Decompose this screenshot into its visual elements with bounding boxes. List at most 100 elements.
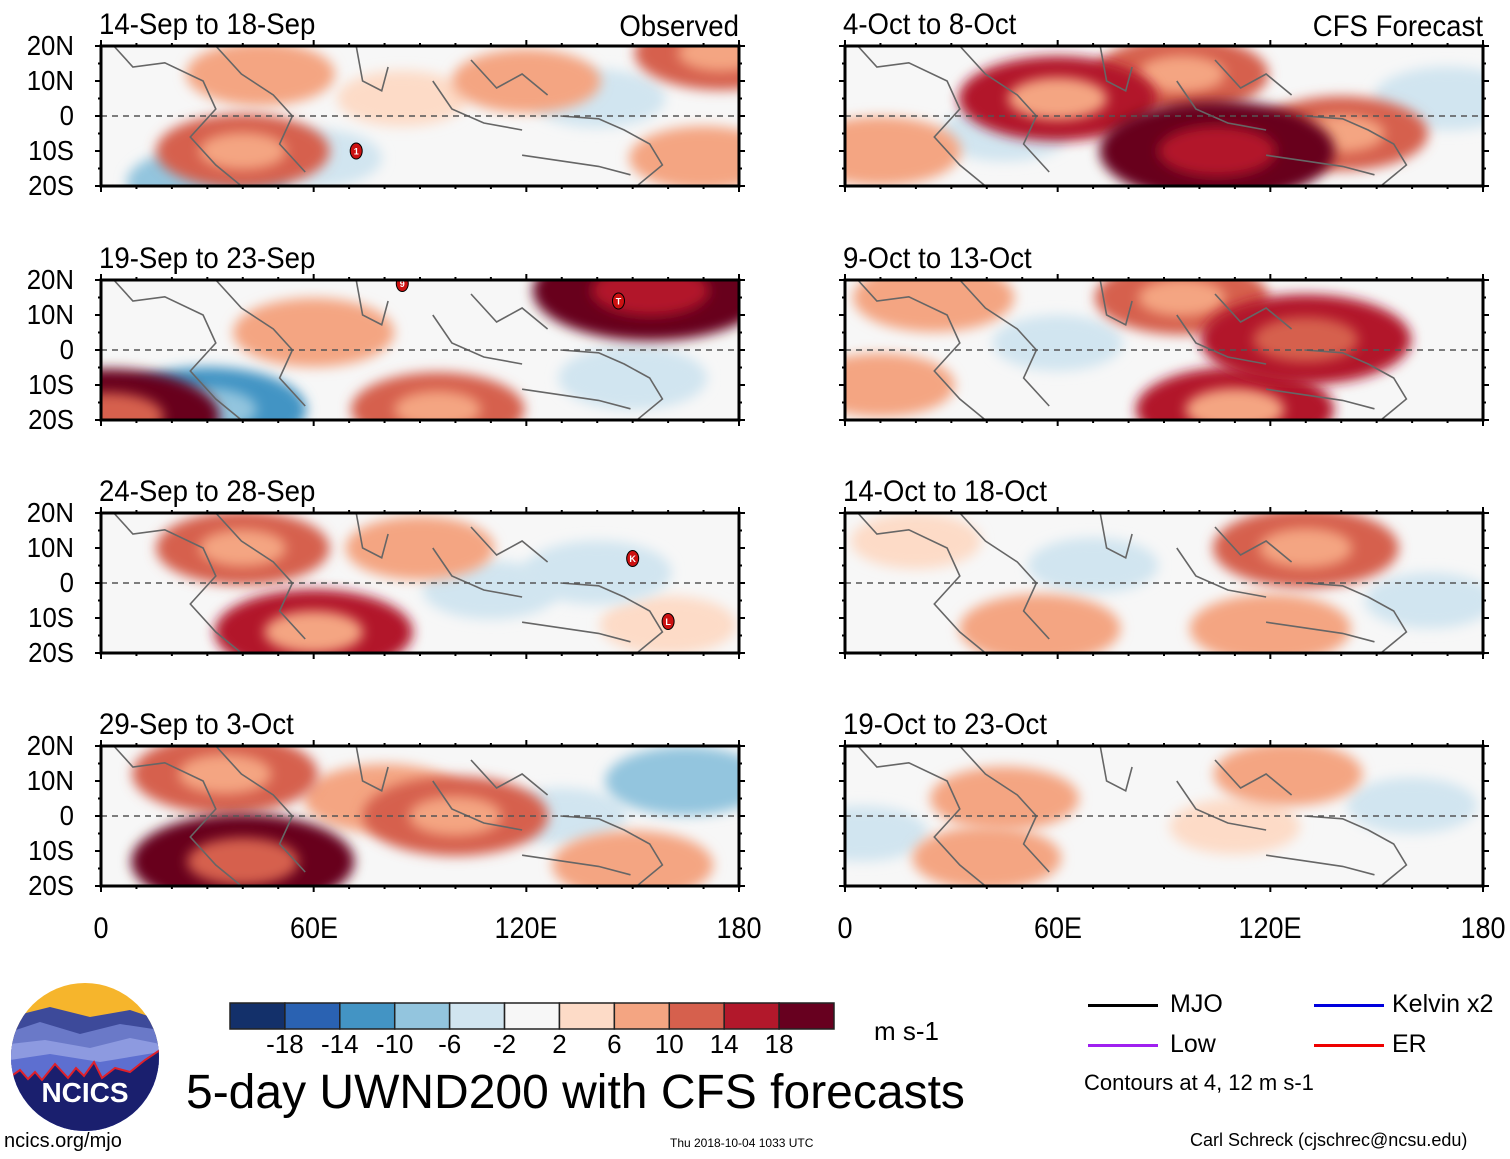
anomaly-region — [1213, 746, 1363, 806]
lat-tick-label: 20S — [28, 170, 74, 201]
coastline — [560, 115, 664, 186]
coastline — [1214, 759, 1293, 796]
anomaly-region — [1346, 777, 1478, 834]
colorbar-swatch — [613, 1002, 671, 1030]
storm-label: L — [665, 617, 671, 627]
coastline — [113, 513, 242, 653]
lat-tick-label: 20S — [28, 870, 74, 901]
anomaly-region — [345, 516, 495, 580]
anomaly-region — [992, 315, 1123, 371]
coastline — [355, 46, 389, 92]
coastline — [470, 759, 549, 796]
coastline — [1099, 46, 1133, 92]
colorbar-swatch — [448, 1002, 506, 1030]
panel-title: 19-Oct to 23-Oct — [843, 708, 1048, 741]
coastline — [521, 621, 631, 643]
anomaly-core — [677, 46, 739, 72]
lat-tick-label: 20N — [26, 30, 74, 61]
map-panel-fcst-2 — [839, 274, 1489, 426]
panel-title: 14-Sep to 18-Sep — [99, 8, 316, 41]
chart-title: 5-day UWND200 with CFS forecasts — [186, 1066, 965, 1119]
storm-label: K — [629, 554, 636, 564]
colorbar-tick-label: 10 — [654, 1029, 684, 1059]
map-panel-obs-3: KL — [95, 507, 745, 659]
anomaly-region — [337, 70, 468, 127]
coastline — [521, 388, 631, 410]
site-link[interactable]: ncics.org/mjo — [4, 1130, 122, 1152]
storm-label: 1 — [354, 147, 359, 157]
anomaly-core — [394, 390, 482, 420]
lat-tick-label: 10S — [28, 369, 74, 400]
coastline — [959, 46, 1050, 173]
colorbar-tick-label: -18 — [266, 1029, 304, 1059]
colorbar-tick-label: 6 — [607, 1029, 622, 1059]
lon-tick-label: 180 — [716, 912, 762, 945]
column-header: CFS Forecast — [1312, 10, 1483, 43]
lon-tick-label: 180 — [1460, 912, 1506, 945]
legend-line-er — [1314, 1044, 1384, 1047]
anomaly-region — [605, 746, 739, 816]
coastline — [1304, 582, 1408, 653]
coastline — [1214, 293, 1293, 330]
coastline — [355, 746, 389, 792]
anomaly-region — [930, 766, 1079, 831]
coastline — [1099, 746, 1133, 792]
anomaly-region — [845, 353, 955, 417]
coastline — [1214, 59, 1293, 96]
map-panel-obs-2: 9T — [95, 274, 745, 426]
anomaly-core — [1185, 388, 1285, 420]
colorbar-tick-label: -2 — [492, 1029, 517, 1059]
coastline — [1304, 815, 1408, 886]
lat-tick-label: 10N — [26, 65, 74, 96]
lat-tick-label: 20N — [26, 264, 74, 295]
coastline — [1099, 280, 1133, 326]
lat-tick-label: 10S — [28, 835, 74, 866]
coastline — [560, 815, 664, 886]
coastline — [215, 46, 306, 173]
anomaly-core — [1138, 280, 1226, 317]
coastline — [1304, 349, 1408, 420]
coastline — [857, 46, 986, 186]
colorbar-swatch — [723, 1002, 780, 1030]
anomaly-region — [558, 346, 708, 410]
lon-tick-label: 0 — [93, 912, 109, 945]
map-panel-obs-4 — [95, 740, 745, 892]
anomaly-region — [845, 116, 962, 186]
anomaly-core — [101, 392, 164, 420]
lat-tick-label: 0 — [59, 800, 74, 831]
anomaly-region — [845, 805, 928, 862]
column-header: Observed — [619, 10, 739, 43]
panel-title: 4-Oct to 8-Oct — [843, 8, 1017, 41]
coastline — [959, 746, 1050, 873]
lat-tick-label: 20N — [26, 730, 74, 761]
anomaly-region — [850, 513, 982, 569]
coastline — [470, 526, 549, 563]
colorbar-swatch — [284, 1002, 341, 1030]
anomaly-region — [552, 830, 714, 886]
lon-tick-label: 60E — [1033, 912, 1082, 945]
anomaly-core — [199, 529, 287, 567]
lat-tick-label: 20N — [26, 497, 74, 528]
lat-tick-label: 10N — [26, 765, 74, 796]
storm-marker: 9 — [395, 280, 409, 292]
panel-title: 24-Sep to 28-Sep — [99, 475, 316, 508]
coastline — [1265, 854, 1375, 876]
timestamp: Thu 2018-10-04 1033 UTC — [670, 1136, 814, 1150]
lat-tick-label: 0 — [59, 100, 74, 131]
colorbar-swatch — [393, 1002, 451, 1030]
lat-tick-label: 20S — [28, 637, 74, 668]
storm-marker: T — [611, 292, 625, 310]
colorbar-swatch — [778, 1002, 835, 1030]
legend-line-kelvin — [1314, 1004, 1384, 1007]
map-panel-fcst-3 — [839, 507, 1489, 659]
colorbar-tick-label: -14 — [321, 1029, 359, 1059]
anomaly-region — [1169, 798, 1301, 855]
coastline — [857, 280, 986, 420]
anomaly-region — [233, 297, 395, 368]
coastline — [1304, 115, 1408, 186]
coastline — [113, 746, 242, 886]
coastline — [560, 582, 664, 653]
coastline — [1265, 154, 1375, 176]
coastline — [959, 513, 1050, 640]
map-panel-fcst-1 — [839, 40, 1489, 192]
